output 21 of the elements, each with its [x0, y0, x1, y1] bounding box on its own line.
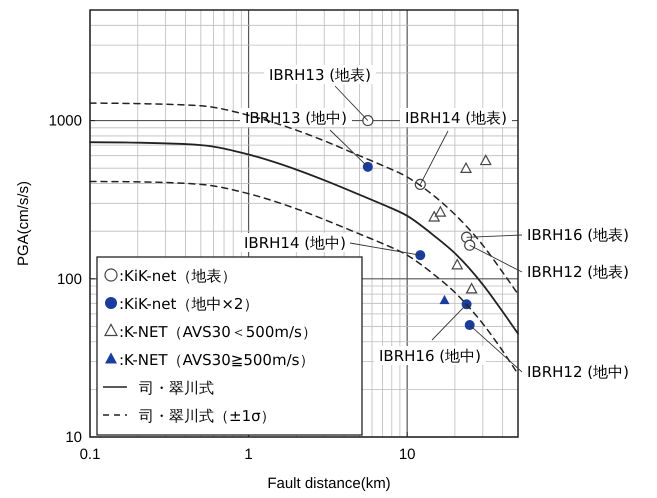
annotation: IBRH12 (地表): [527, 263, 629, 281]
annotation: IBRH12 (地中): [527, 363, 629, 381]
annotation: IBRH16 (地表): [527, 226, 629, 244]
legend-label: :KiK-net（地表）: [119, 267, 236, 285]
y-tick-label: 10: [65, 429, 82, 446]
legend-label: 司・翠川式（±1σ）: [139, 407, 276, 425]
x-tick-label: 10: [398, 446, 416, 463]
legend-label: :KiK-net（地中×2）: [119, 295, 258, 313]
annotation: IBRH13 (地表): [269, 66, 371, 84]
annotation: IBRH14 (地表): [405, 109, 507, 127]
y-axis-title: PGA(cm/s/s): [15, 181, 32, 266]
y-tick-label: 1000: [48, 112, 82, 130]
x-tick-label: 1: [244, 446, 253, 463]
x-tick-label: 0.1: [80, 446, 100, 463]
legend-label: :K-NET（AVS30≧500m/s）: [119, 351, 314, 369]
legend-label: :K-NET（AVS30＜500m/s）: [119, 323, 317, 341]
annotation: IBRH16 (地中): [379, 347, 481, 365]
y-tick-label: 100: [56, 270, 82, 288]
x-axis-title: Fault distance(km): [267, 475, 391, 492]
annotation: IBRH14 (地中): [244, 234, 346, 252]
legend-label: 司・翠川式: [139, 379, 214, 397]
